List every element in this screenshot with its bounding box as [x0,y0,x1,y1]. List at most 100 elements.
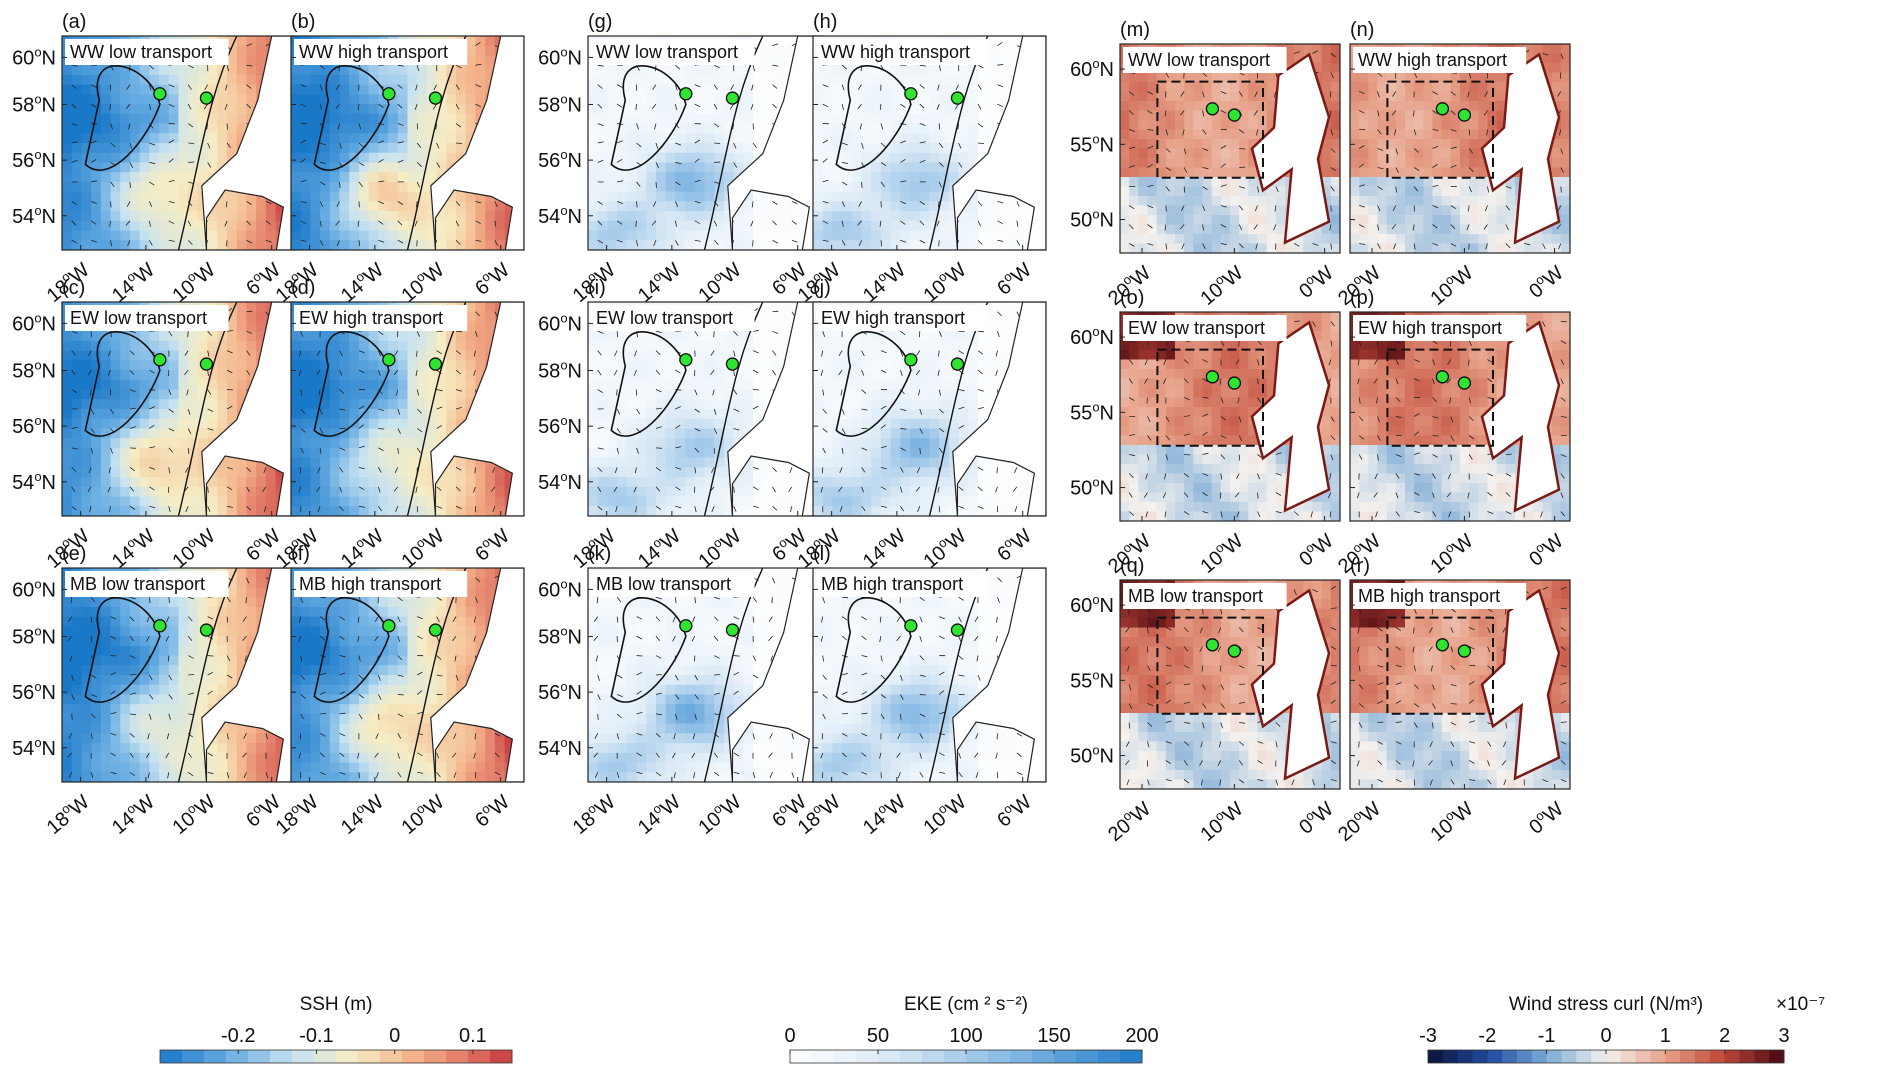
vector-arrow [397,84,403,89]
vector-arrow [397,428,401,434]
field-cell [100,694,112,705]
field-cell [139,665,150,676]
field-cell [675,74,686,86]
field-cell [217,606,228,618]
field-cell [349,606,360,618]
field-cell [358,752,370,764]
field-cell [762,94,774,105]
field-cell [159,379,170,391]
field-cell [159,104,170,115]
field-cell [339,370,350,381]
field-cell [397,220,409,232]
field-cell [100,211,112,222]
field-cell [110,486,121,498]
field-cell [149,645,160,657]
field-cell [291,360,302,371]
field-cell [71,350,83,361]
coastline [430,568,524,782]
field-cell [617,84,628,95]
vector-arrow [694,84,701,88]
field-cell [291,486,302,498]
vector-arrow [300,200,307,204]
vector-arrow [456,142,463,144]
field-cell [207,340,218,352]
field-cell [149,743,160,754]
field-cell [310,496,321,507]
field-cell [71,447,83,459]
field-cell [129,389,141,400]
field-cell [436,743,447,754]
field-cell [300,752,312,764]
field-cell [636,133,647,144]
field-cell [310,201,321,212]
field-cell [291,665,302,676]
vector-arrow [336,240,340,246]
field-cell [646,201,657,212]
field-cell [110,104,121,115]
vector-arrow [674,84,678,91]
mooring-marker [153,87,167,101]
field-cell [100,370,112,381]
vector-arrow [378,506,383,512]
field-cell [246,457,257,468]
vector-arrow [88,467,92,474]
vector-arrow [71,84,77,89]
field-cell [329,350,341,361]
field-cell [81,675,92,686]
lon-tick-label: 10oW [693,257,746,307]
field-cell [456,606,467,618]
field-cell [880,152,892,164]
field-cell [310,94,321,105]
field-cell [349,772,360,782]
field-cell [188,694,199,705]
field-cell [120,191,131,202]
vector-arrow [616,200,623,204]
field-cell [300,123,312,134]
field-cell [256,302,267,313]
vector-arrow [397,64,404,67]
field-cell [329,655,341,666]
field-cell [646,123,657,134]
vector-arrow [300,239,307,242]
field-cell [310,467,321,478]
field-cell [388,636,399,647]
field-cell [91,438,102,449]
field-cell [339,752,350,764]
field-cell [358,704,370,715]
field-cell [685,172,696,183]
field-cell [110,723,121,734]
field-cell [81,636,92,647]
field-cell [349,201,360,212]
field-cell [168,191,180,202]
field-cell [646,143,657,154]
field-cell [149,191,160,202]
field-cell [475,321,486,332]
field-cell [339,496,350,507]
field-cell [110,713,121,725]
field-cell [871,211,882,222]
field-cell [100,230,112,241]
field-cell [71,230,83,241]
field-cell [588,181,599,193]
field-cell [475,191,486,202]
field-cell [110,704,121,715]
field-cell [110,428,121,439]
field-cell [358,133,370,144]
field-cell [246,240,257,250]
field-cell [368,418,379,430]
vector-arrow [694,103,701,108]
field-cell [329,240,341,250]
field-cell [762,220,774,232]
field-cell [246,331,257,342]
vector-arrow [265,733,268,740]
field-cell [159,340,170,352]
field-cell [368,379,379,391]
field-cell [890,84,901,95]
field-cell [159,172,170,183]
field-cell [178,133,189,144]
field-cell [110,191,121,202]
field-cell [636,220,647,232]
vector-arrow [226,772,230,779]
field-cell [456,94,467,105]
